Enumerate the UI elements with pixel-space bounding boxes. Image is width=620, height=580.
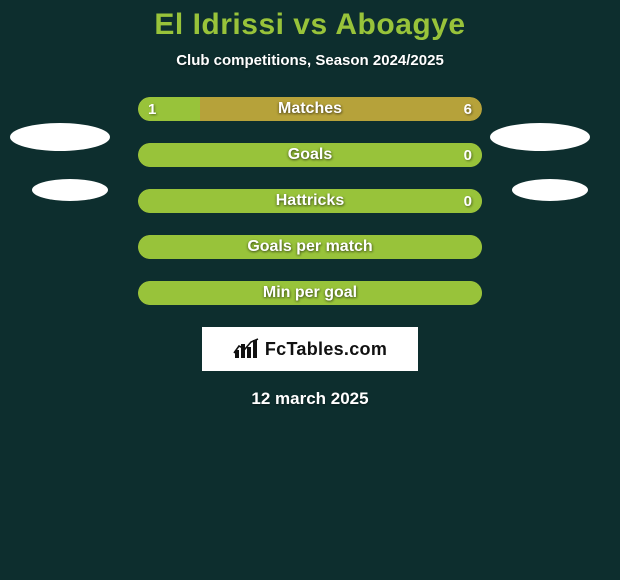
stat-label: Min per goal [138,281,482,305]
decorative-oval-right-0 [490,123,590,151]
stat-label: Goals per match [138,235,482,259]
page-title: El Idrissi vs Aboagye [0,0,620,42]
logo-text: FcTables.com [265,339,387,360]
logo-box: FcTables.com [202,327,418,371]
stat-value-left: 1 [148,97,156,121]
stat-row: Matches1 6 [138,97,482,121]
stat-row: Hattricks0 [138,189,482,213]
stat-label: Hattricks [138,189,482,213]
stat-value-right: 6 [464,97,472,121]
bar-chart-icon [233,338,259,360]
decorative-oval-left-1 [32,179,108,201]
stat-row: Min per goal [138,281,482,305]
decorative-oval-right-1 [512,179,588,201]
stat-value-right: 0 [464,143,472,167]
date-text: 12 march 2025 [0,389,620,409]
stat-value-right: 0 [464,189,472,213]
stat-row: Goals0 [138,143,482,167]
subtitle: Club competitions, Season 2024/2025 [0,52,620,69]
stat-row: Goals per match [138,235,482,259]
stat-label: Matches [138,97,482,121]
decorative-oval-left-0 [10,123,110,151]
stat-label: Goals [138,143,482,167]
